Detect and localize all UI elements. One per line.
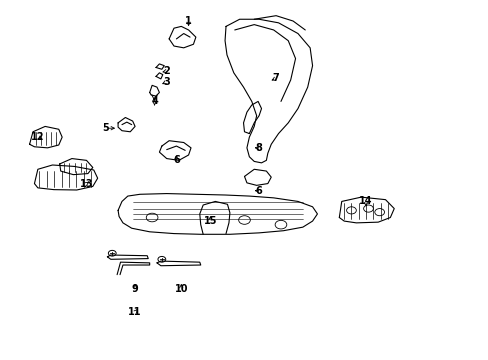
Text: 3: 3 <box>163 77 170 87</box>
Text: 6: 6 <box>255 186 262 196</box>
Text: 2: 2 <box>163 66 170 76</box>
Text: 1: 1 <box>185 16 192 26</box>
Text: 10: 10 <box>174 284 188 294</box>
Text: 7: 7 <box>272 73 279 83</box>
Text: 4: 4 <box>151 96 158 107</box>
Text: 11: 11 <box>128 307 142 317</box>
Text: 5: 5 <box>102 123 109 133</box>
Text: 12: 12 <box>31 132 44 142</box>
Text: 9: 9 <box>131 284 138 294</box>
Text: 13: 13 <box>80 179 93 189</box>
Text: 14: 14 <box>359 197 372 206</box>
Text: 15: 15 <box>203 216 217 226</box>
Text: 6: 6 <box>173 156 180 165</box>
Text: 8: 8 <box>255 143 262 153</box>
